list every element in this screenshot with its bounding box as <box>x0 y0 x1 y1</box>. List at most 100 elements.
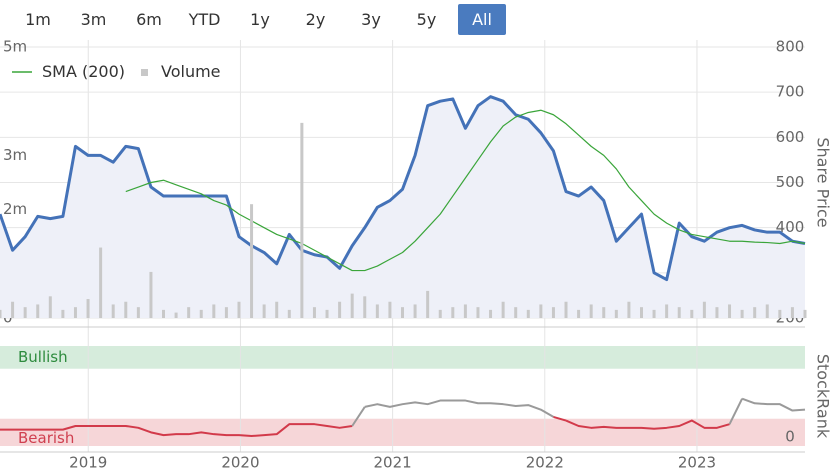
volume-bar <box>589 304 593 318</box>
volume-bar <box>677 307 681 318</box>
y-tick-label: 600 <box>776 128 805 146</box>
volume-bar <box>162 309 166 318</box>
volume-bar <box>715 307 719 318</box>
range-button[interactable]: 1m <box>25 10 51 29</box>
volume-bar <box>275 301 279 318</box>
range-button[interactable]: 6m <box>136 10 162 29</box>
range-button[interactable]: 1y <box>250 10 270 29</box>
volume-bar <box>86 299 90 318</box>
x-tick-label: 2023 <box>678 454 716 472</box>
series-line <box>0 423 353 437</box>
series-line <box>0 95 806 282</box>
volume-bar <box>753 307 757 318</box>
volume-bar <box>237 301 241 318</box>
volume-bar <box>99 247 103 318</box>
legend-square-icon <box>141 68 149 76</box>
y-tick-label: 800 <box>776 38 805 56</box>
volume-bar <box>287 309 291 318</box>
line-connector <box>728 398 744 425</box>
volume-bar <box>174 312 178 318</box>
volume-bar <box>111 304 115 318</box>
series-line <box>565 419 730 430</box>
y-tick-label: 500 <box>776 173 805 191</box>
volume-bar <box>778 309 782 318</box>
volume-bar <box>476 307 480 318</box>
legend-label: Volume <box>161 62 221 81</box>
series-line <box>741 397 806 412</box>
range-button[interactable]: All <box>458 4 506 35</box>
volume-bar <box>300 122 304 318</box>
volume-bar <box>803 309 807 318</box>
price-area <box>0 96 805 318</box>
volume-bar <box>451 307 455 318</box>
range-button[interactable]: 3m <box>80 10 107 29</box>
volume-bar <box>463 304 467 318</box>
volume-bar <box>325 309 329 318</box>
x-tick-label: 2022 <box>526 454 564 472</box>
volume-bar <box>413 304 417 318</box>
volume-bar <box>124 301 128 318</box>
volume-bar <box>627 301 631 318</box>
volume-bar <box>338 301 342 318</box>
volume-bar <box>0 309 2 318</box>
y2-tick-label: 2m <box>3 200 27 218</box>
volume-bar <box>652 309 656 318</box>
x-tick-label: 2020 <box>221 454 259 472</box>
volume-bar <box>212 304 216 318</box>
band <box>0 346 805 369</box>
y-tick-label: 400 <box>776 218 805 236</box>
volume-bar <box>350 293 354 318</box>
volume-bar <box>401 307 404 318</box>
volume-bar <box>489 309 493 318</box>
volume-bar <box>765 304 769 318</box>
range-button[interactable]: 5y <box>416 10 437 29</box>
volume-bar <box>23 307 27 318</box>
y-tick-label: 700 <box>776 83 805 101</box>
x-tick-label: 2021 <box>374 454 412 472</box>
band-label: Bullish <box>18 348 68 366</box>
y-tick-label: 0 <box>785 427 795 445</box>
band-label: Bearish <box>18 429 74 447</box>
band <box>0 418 805 446</box>
range-button[interactable]: YTD <box>188 10 221 29</box>
volume-bar <box>375 304 379 318</box>
volume-bar <box>665 304 669 318</box>
range-button[interactable]: 3y <box>361 10 381 29</box>
legend-line-icon <box>12 70 32 73</box>
volume-bar <box>199 309 203 318</box>
volume-bar <box>262 304 266 318</box>
y-axis-title: Share Price <box>814 137 833 227</box>
volume-bar <box>363 296 367 318</box>
volume-bar <box>426 290 430 318</box>
volume-bar <box>312 307 316 318</box>
y-axis-title: StockRank <box>814 354 833 439</box>
volume-bar <box>526 309 530 318</box>
line-connector <box>351 406 366 427</box>
legend: SMA (200) Volume <box>12 62 221 81</box>
series-line <box>125 109 806 272</box>
volume-bar <box>728 304 732 318</box>
volume-bar <box>149 271 153 318</box>
volume-bar <box>614 309 618 318</box>
volume-bar <box>690 309 694 318</box>
legend-swatch <box>141 68 149 76</box>
volume-bar <box>740 309 744 318</box>
x-tick-label: 2019 <box>69 454 107 472</box>
y2-tick-label: 3m <box>3 146 27 164</box>
line-connector <box>553 415 567 422</box>
volume-bar <box>539 304 543 318</box>
volume-bar <box>564 301 568 318</box>
volume-bar <box>501 301 505 318</box>
volume-bar <box>61 309 65 318</box>
legend-label: SMA (200) <box>42 62 126 81</box>
volume-bar <box>136 307 140 318</box>
volume-bar <box>551 307 555 318</box>
volume-bar <box>577 309 581 318</box>
range-button[interactable]: 2y <box>305 10 326 29</box>
volume-bar <box>36 304 40 318</box>
volume-bar <box>11 301 15 318</box>
volume-bar <box>702 301 706 318</box>
volume-bar <box>602 307 606 318</box>
